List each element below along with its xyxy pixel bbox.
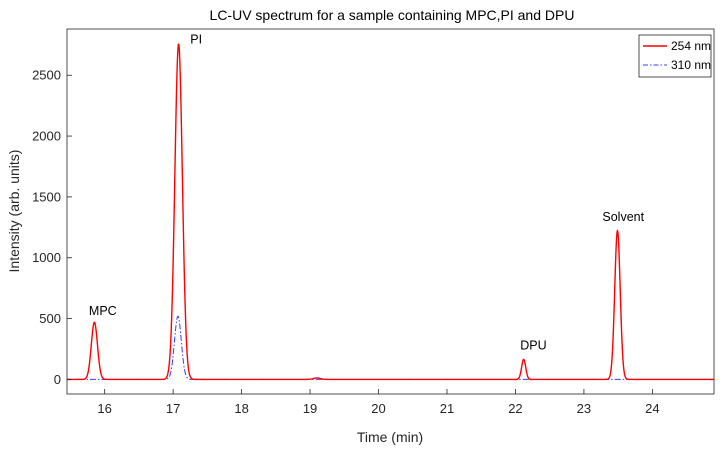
x-tick-label: 20 xyxy=(371,401,385,416)
legend-box xyxy=(638,34,712,78)
x-tick-label: 23 xyxy=(577,401,591,416)
annotation-dpu: DPU xyxy=(520,339,546,353)
plot-frame xyxy=(66,28,715,395)
x-tick-label: 16 xyxy=(97,401,111,416)
x-tick-label: 21 xyxy=(440,401,454,416)
y-tick-label: 2500 xyxy=(32,68,61,83)
series-line-254-nm xyxy=(66,43,715,381)
x-tick-label: 19 xyxy=(303,401,317,416)
x-tick-label: 17 xyxy=(166,401,180,416)
y-tick-label: 1500 xyxy=(32,189,61,204)
y-axis-title: Intensity (arb. units) xyxy=(6,150,22,273)
legend-label: 310 nm xyxy=(671,58,711,72)
plot-area xyxy=(66,28,715,395)
y-axis: 0 500 1000 1500 2000 2500 xyxy=(32,68,72,387)
y-tick-label: 2000 xyxy=(32,129,61,144)
x-tick-label: 24 xyxy=(645,401,659,416)
x-tick-label: 22 xyxy=(508,401,522,416)
chart-title: LC-UV spectrum for a sample containing M… xyxy=(210,7,575,23)
annotation-mpc: MPC xyxy=(89,304,117,318)
legend: 254 nm 310 nm xyxy=(638,34,712,78)
series-line-310-nm xyxy=(66,315,715,380)
x-tick-label: 18 xyxy=(234,401,248,416)
y-tick-label: 500 xyxy=(39,311,61,326)
y-tick-label: 0 xyxy=(54,372,61,387)
legend-label: 254 nm xyxy=(671,39,711,53)
peak-annotations: MPC PI DPU Solvent xyxy=(89,33,645,353)
annotation-pi: PI xyxy=(190,33,202,47)
y-tick-label: 1000 xyxy=(32,250,61,265)
x-axis-title: Time (min) xyxy=(357,429,423,445)
x-axis: 16 17 18 19 20 21 22 23 24 xyxy=(97,389,660,416)
annotation-solvent: Solvent xyxy=(602,210,644,224)
series-layer xyxy=(66,43,715,381)
